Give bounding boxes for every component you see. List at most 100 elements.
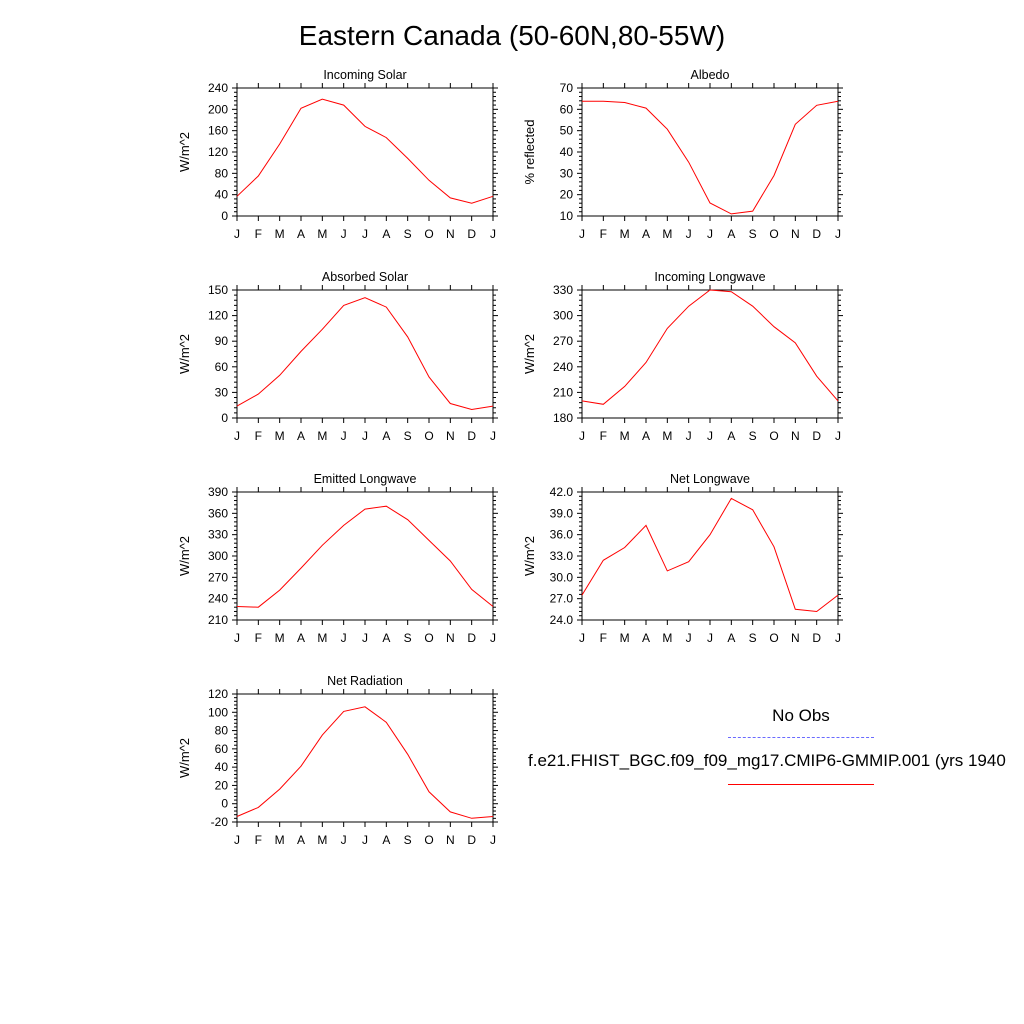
data-point xyxy=(751,210,753,212)
x-tick-label: J xyxy=(341,429,347,443)
data-point xyxy=(428,791,430,793)
y-tick-label: 40 xyxy=(215,188,229,202)
legend-model-line xyxy=(728,784,874,785)
x-tick-label: J xyxy=(362,429,368,443)
data-point xyxy=(364,296,366,298)
x-tick-label: J xyxy=(234,429,240,443)
x-tick-label: O xyxy=(769,429,778,443)
plot-frame xyxy=(582,290,838,418)
data-point xyxy=(794,123,796,125)
data-point xyxy=(278,788,280,790)
x-tick-label: F xyxy=(255,631,262,645)
data-point xyxy=(406,336,408,338)
x-tick-label: S xyxy=(749,429,757,443)
plot-frame xyxy=(237,290,493,418)
x-tick-label: A xyxy=(382,429,390,443)
model-series-line xyxy=(582,290,838,404)
data-point xyxy=(687,161,689,163)
plot-frame xyxy=(237,694,493,822)
data-point xyxy=(321,98,323,100)
x-tick-label: F xyxy=(600,429,607,443)
x-tick-label: D xyxy=(467,833,476,847)
data-point xyxy=(492,405,494,407)
y-tick-label: 36.0 xyxy=(550,528,574,542)
data-point xyxy=(342,104,344,106)
data-point xyxy=(278,374,280,376)
data-point xyxy=(581,400,583,402)
data-point xyxy=(257,175,259,177)
data-point xyxy=(730,213,732,215)
data-point xyxy=(837,594,839,596)
data-point xyxy=(257,806,259,808)
data-point xyxy=(492,195,494,197)
x-tick-label: J xyxy=(686,429,692,443)
x-tick-label: M xyxy=(620,429,630,443)
data-point xyxy=(602,559,604,561)
y-tick-label: 30 xyxy=(560,166,574,180)
model-series-line xyxy=(237,506,493,607)
x-tick-label: J xyxy=(579,429,585,443)
data-point xyxy=(581,594,583,596)
x-tick-label: J xyxy=(490,429,496,443)
y-tick-label: 40 xyxy=(215,760,229,774)
data-point xyxy=(385,721,387,723)
y-tick-label: -20 xyxy=(211,815,229,829)
x-tick-label: M xyxy=(662,631,672,645)
x-tick-label: O xyxy=(424,227,433,241)
x-tick-label: M xyxy=(662,227,672,241)
plot-frame xyxy=(582,88,838,216)
data-point xyxy=(364,508,366,510)
data-point xyxy=(300,107,302,109)
y-axis-label: W/m^2 xyxy=(177,536,192,576)
y-tick-label: 0 xyxy=(221,797,228,811)
data-point xyxy=(602,100,604,102)
x-tick-label: N xyxy=(446,429,455,443)
panel-incoming-solar: Incoming Solar W/m^2 0 40 80 120 160 200 240 J F M A… xyxy=(170,64,500,249)
data-point xyxy=(321,734,323,736)
data-point xyxy=(815,610,817,612)
x-tick-label: J xyxy=(234,631,240,645)
x-tick-label: N xyxy=(446,833,455,847)
data-point xyxy=(623,385,625,387)
x-tick-label: O xyxy=(424,833,433,847)
chart-title: Net Radiation xyxy=(327,674,403,688)
x-tick-label: A xyxy=(297,429,305,443)
x-tick-label: A xyxy=(727,227,735,241)
y-tick-label: 80 xyxy=(215,166,229,180)
x-tick-label: A xyxy=(297,631,305,645)
x-tick-label: M xyxy=(317,631,327,645)
x-tick-label: A xyxy=(642,429,650,443)
x-tick-label: A xyxy=(382,833,390,847)
x-tick-label: O xyxy=(769,227,778,241)
data-point xyxy=(794,608,796,610)
data-point xyxy=(321,544,323,546)
x-tick-label: J xyxy=(362,833,368,847)
x-tick-label: S xyxy=(749,631,757,645)
chart-title: Absorbed Solar xyxy=(322,270,408,284)
x-tick-label: M xyxy=(317,429,327,443)
x-tick-label: J xyxy=(490,631,496,645)
data-point xyxy=(300,765,302,767)
data-point xyxy=(730,291,732,293)
y-tick-label: 330 xyxy=(208,528,228,542)
x-tick-label: F xyxy=(600,227,607,241)
model-series-line xyxy=(582,498,838,611)
data-point xyxy=(470,588,472,590)
x-tick-label: J xyxy=(490,833,496,847)
x-tick-label: J xyxy=(579,227,585,241)
x-tick-label: J xyxy=(686,631,692,645)
x-tick-label: J xyxy=(835,631,841,645)
panel-absorbed-solar: Absorbed Solar W/m^2 0 30 60 90 120 150 J F M A M J J A… xyxy=(170,266,500,451)
data-point xyxy=(364,125,366,127)
x-tick-label: D xyxy=(812,429,821,443)
data-point xyxy=(581,100,583,102)
data-point xyxy=(687,560,689,562)
x-tick-label: F xyxy=(255,833,262,847)
x-tick-label: J xyxy=(362,227,368,241)
data-point xyxy=(300,350,302,352)
y-tick-label: 120 xyxy=(208,309,228,323)
x-tick-label: J xyxy=(686,227,692,241)
data-point xyxy=(666,570,668,572)
